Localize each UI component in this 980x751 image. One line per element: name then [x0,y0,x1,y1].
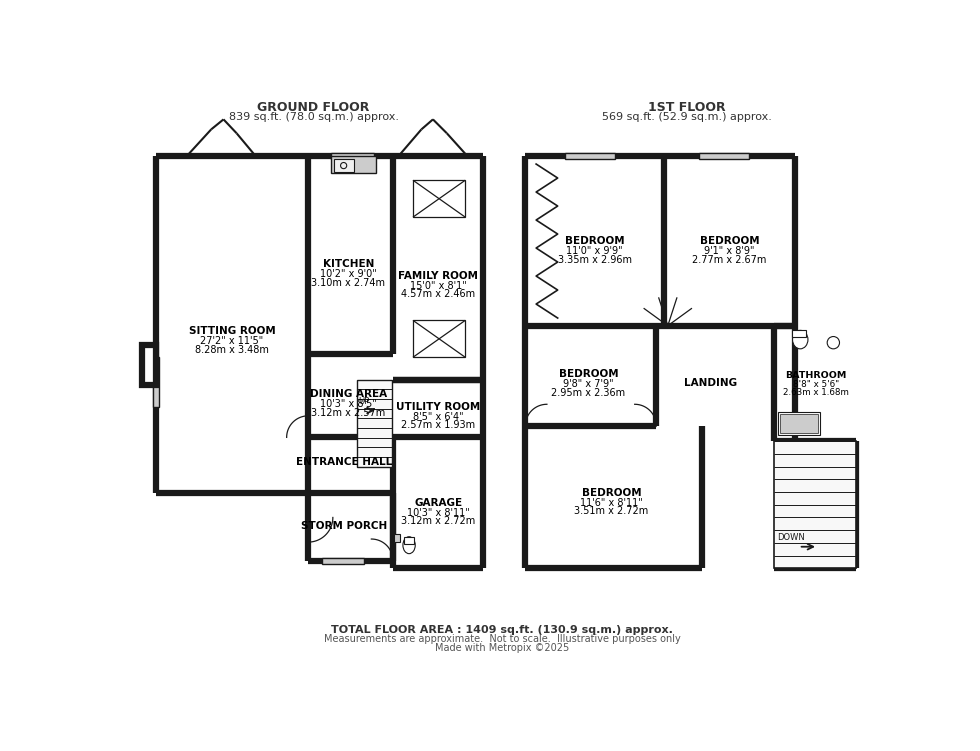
Text: 569 sq.ft. (52.9 sq.m.) approx.: 569 sq.ft. (52.9 sq.m.) approx. [602,112,772,122]
Text: DINING AREA: DINING AREA [310,389,387,400]
Text: 9'1" x 8'9": 9'1" x 8'9" [705,246,755,256]
Bar [331,156,376,173]
Text: 8.28m x 3.48m: 8.28m x 3.48m [195,345,269,354]
Bar [322,557,365,564]
Text: LANDING: LANDING [684,379,737,388]
Bar [792,330,806,337]
Text: 3.35m x 2.96m: 3.35m x 2.96m [558,255,632,264]
Text: KITCHEN: KITCHEN [322,259,374,269]
Bar [142,345,156,385]
Text: 8'5" x 6'4": 8'5" x 6'4" [413,412,464,421]
Text: 11'0" x 9'9": 11'0" x 9'9" [566,246,623,256]
Text: 3.12m x 2.57m: 3.12m x 2.57m [311,408,385,418]
Text: Made with Metropix ©2025: Made with Metropix ©2025 [435,643,569,653]
Text: BEDROOM: BEDROOM [582,488,641,498]
Bar [358,380,392,466]
Ellipse shape [403,537,416,553]
Bar [780,415,818,433]
Text: 9'8" x 7'9": 9'8" x 7'9" [564,379,613,389]
Text: 2.77m x 2.67m: 2.77m x 2.67m [692,255,766,264]
Text: BEDROOM: BEDROOM [559,369,618,379]
Text: STORM PORCH: STORM PORCH [301,521,387,531]
Text: GROUND FLOOR: GROUND FLOOR [258,101,369,114]
Text: 3.51m x 2.72m: 3.51m x 2.72m [574,506,649,516]
Text: BEDROOM: BEDROOM [564,236,624,246]
Text: 3.10m x 2.74m: 3.10m x 2.74m [312,278,385,288]
Text: UP: UP [358,397,369,406]
Text: ENTRANCE HALL: ENTRANCE HALL [296,457,393,467]
Bar [699,153,749,159]
Text: 839 sq.ft. (78.0 sq.m.) approx.: 839 sq.ft. (78.0 sq.m.) approx. [228,112,399,122]
Text: FAMILY ROOM: FAMILY ROOM [398,270,478,281]
Text: 10'2" x 9'0": 10'2" x 9'0" [319,269,376,279]
Bar [778,412,820,435]
Text: 2.63m x 1.68m: 2.63m x 1.68m [783,388,849,397]
Text: 4.57m x 2.46m: 4.57m x 2.46m [401,289,475,299]
Text: Measurements are approximate.  Not to scale.  Illustrative purposes only: Measurements are approximate. Not to sca… [323,634,681,644]
Text: 3.12m x 2.72m: 3.12m x 2.72m [401,517,475,526]
Text: TOTAL FLOOR AREA : 1409 sq.ft. (130.9 sq.m.) approx.: TOTAL FLOOR AREA : 1409 sq.ft. (130.9 sq… [331,625,673,635]
Text: 2.95m x 2.36m: 2.95m x 2.36m [552,388,625,398]
Ellipse shape [793,330,808,349]
Text: 10'3" x 8'11": 10'3" x 8'11" [407,508,469,518]
Bar [331,153,373,159]
Text: BATHROOM: BATHROOM [785,371,847,380]
Text: 1ST FLOOR: 1ST FLOOR [648,101,726,114]
Text: GARAGE: GARAGE [415,498,463,508]
Text: UTILITY ROOM: UTILITY ROOM [396,402,480,412]
Bar [565,153,615,159]
Bar [413,180,466,217]
Text: BEDROOM: BEDROOM [700,236,760,246]
Bar [153,357,159,406]
Bar [394,535,400,542]
Text: 2.57m x 1.93m: 2.57m x 1.93m [401,420,475,430]
Bar [413,321,466,357]
Bar [404,537,415,544]
Text: 15'0" x 8'1": 15'0" x 8'1" [410,281,466,291]
Text: 11'6" x 8'11": 11'6" x 8'11" [580,498,643,508]
Text: SITTING ROOM: SITTING ROOM [188,326,275,336]
Text: DOWN: DOWN [777,533,805,542]
Bar [333,159,354,172]
Text: 8'8" x 5'6": 8'8" x 5'6" [793,380,839,389]
Ellipse shape [827,336,840,349]
Text: 27'2" x 11'5": 27'2" x 11'5" [200,336,264,346]
Text: 10'3" x 8'5": 10'3" x 8'5" [319,400,376,409]
Circle shape [341,162,347,169]
Bar [774,442,857,569]
